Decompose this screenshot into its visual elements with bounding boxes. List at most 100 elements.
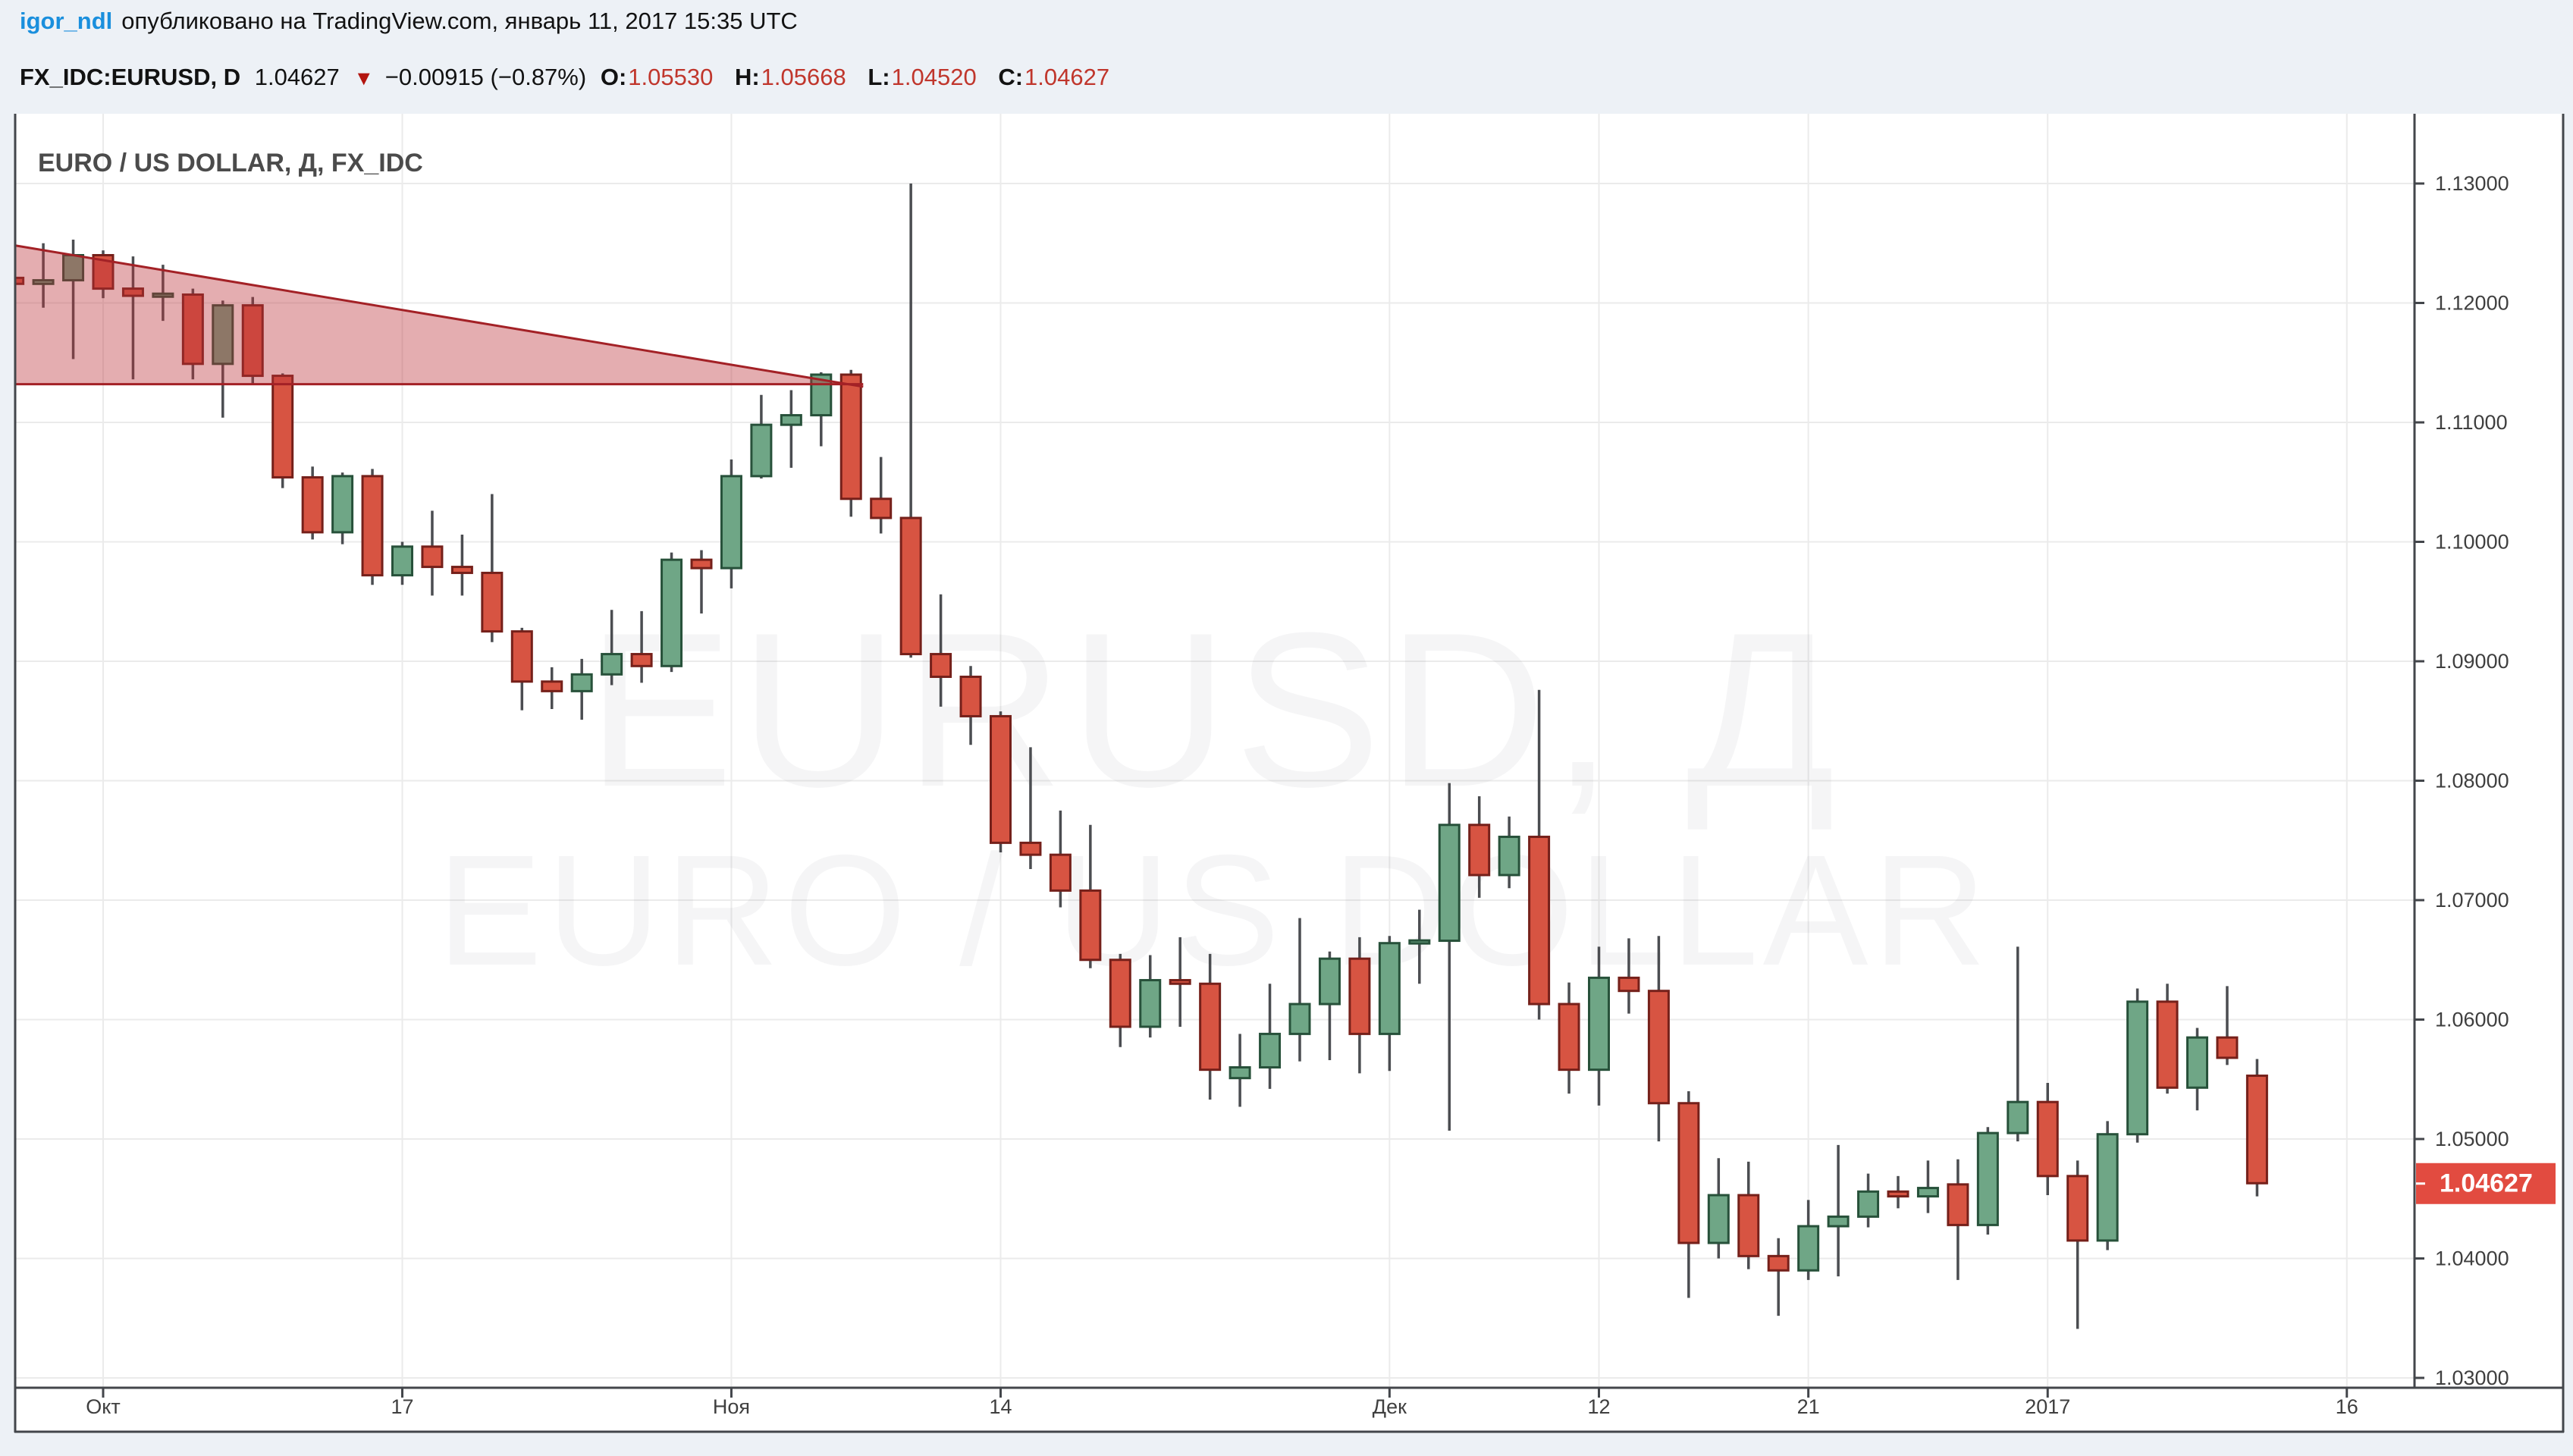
candle-2016-11-09[interactable] xyxy=(899,184,922,658)
candle-body xyxy=(661,558,683,667)
candle-2016-12-14[interactable] xyxy=(1647,936,1670,1142)
candle-2016-12-19[interactable] xyxy=(1737,1161,1760,1269)
chart-widget[interactable]: EURUSD, Д EURO / US DOLLAR 1.13000 1.12000 1… xyxy=(0,114,2573,1438)
candle-2017-01-10[interactable] xyxy=(2216,986,2239,1065)
candle-2016-12-12[interactable] xyxy=(1588,946,1610,1106)
candle-2016-11-14[interactable] xyxy=(990,711,1012,852)
candle-2016-11-15[interactable] xyxy=(1019,747,1042,870)
candle-2016-10-17[interactable] xyxy=(391,541,413,585)
candle-2016-11-30[interactable] xyxy=(1348,937,1371,1074)
candle-2016-11-03[interactable] xyxy=(780,390,802,468)
candle-2016-12-27[interactable] xyxy=(1916,1160,1939,1213)
candle-body xyxy=(1558,1003,1580,1072)
candle-body xyxy=(1259,1032,1282,1069)
candle-2016-11-29[interactable] xyxy=(1318,951,1341,1061)
down-arrow-icon: ▼ xyxy=(353,67,375,89)
candle-2016-11-23[interactable] xyxy=(1199,953,1222,1100)
candle-2016-12-20[interactable] xyxy=(1767,1238,1790,1316)
candle-2017-01-11[interactable] xyxy=(2245,1059,2268,1197)
candle-2016-10-28[interactable] xyxy=(661,552,683,673)
candle-2016-10-26[interactable] xyxy=(601,610,623,686)
candle-2016-12-22[interactable] xyxy=(1827,1144,1850,1277)
candle-2016-10-21[interactable] xyxy=(510,627,533,711)
candle-2016-12-26[interactable] xyxy=(1887,1175,1909,1209)
candle-body xyxy=(1139,979,1162,1028)
candle-2016-12-06[interactable] xyxy=(1468,795,1491,898)
candle-2016-10-24[interactable] xyxy=(541,667,563,709)
username-link[interactable]: igor_ndl xyxy=(20,8,113,34)
descending-triangle-drawing[interactable] xyxy=(15,244,864,388)
candle-2016-10-05[interactable] xyxy=(152,265,174,322)
candle-2016-11-24[interactable] xyxy=(1228,1034,1251,1107)
candle-body xyxy=(1827,1215,1850,1228)
candle-2016-10-07[interactable] xyxy=(212,300,234,418)
candle-2016-10-12[interactable] xyxy=(301,466,324,540)
triangle-upper-trendline[interactable] xyxy=(15,244,864,388)
candle-2016-10-18[interactable] xyxy=(421,510,444,596)
candle-2016-10-31[interactable] xyxy=(690,550,713,613)
candle-2016-11-18[interactable] xyxy=(1109,953,1131,1047)
candle-2016-12-07[interactable] xyxy=(1498,816,1520,889)
candle-2016-09-29[interactable] xyxy=(32,243,55,308)
candle-2016-12-13[interactable] xyxy=(1618,938,1640,1014)
time-axis[interactable]: Окт 17 Ноя 14 Дек 12 21 2017 16 xyxy=(86,1387,2358,1418)
candle-2016-12-16[interactable] xyxy=(1707,1158,1730,1259)
price-tick-label: 1.13000 xyxy=(2435,172,2509,195)
candle-2016-11-28[interactable] xyxy=(1288,918,1311,1062)
price-tick-label: 1.12000 xyxy=(2435,292,2509,315)
candle-2017-01-05[interactable] xyxy=(2126,988,2149,1143)
candle-2017-01-03[interactable] xyxy=(2066,1160,2089,1329)
candle-2016-11-21[interactable] xyxy=(1139,955,1162,1038)
published-text: опубликовано на TradingView.com, январь … xyxy=(121,8,798,34)
candle-2016-10-25[interactable] xyxy=(570,658,593,720)
candle-body xyxy=(1976,1131,1999,1226)
candle-2017-01-06[interactable] xyxy=(2156,984,2179,1094)
candle-2017-01-04[interactable] xyxy=(2096,1121,2119,1250)
candle-2016-11-11[interactable] xyxy=(959,666,982,745)
candle-2016-11-25[interactable] xyxy=(1259,984,1282,1089)
candle-2016-12-15[interactable] xyxy=(1677,1091,1700,1298)
candle-2016-12-09[interactable] xyxy=(1558,982,1580,1094)
candle-body xyxy=(1677,1102,1700,1244)
candle-2016-11-22[interactable] xyxy=(1169,937,1191,1027)
candle-2016-09-28[interactable] xyxy=(4,271,25,289)
candle-body xyxy=(2245,1075,2268,1185)
candle-2016-12-28[interactable] xyxy=(1947,1159,1969,1280)
candle-2016-12-30[interactable] xyxy=(2007,946,2029,1142)
candle-2016-10-04[interactable] xyxy=(121,256,144,380)
candle-2016-11-08[interactable] xyxy=(870,457,893,534)
symbol-name[interactable]: FX_IDC:EURUSD, D xyxy=(20,64,241,90)
candle-2016-11-16[interactable] xyxy=(1049,810,1072,908)
price-axis[interactable]: 1.13000 1.12000 1.11000 1.10000 1.09000 1.080… xyxy=(2414,172,2509,1389)
candle-body xyxy=(1079,889,1102,962)
candle-2016-10-20[interactable] xyxy=(481,494,504,642)
candle-2016-10-27[interactable] xyxy=(630,610,653,683)
candle-2016-10-11[interactable] xyxy=(271,373,294,488)
candle-body xyxy=(14,276,25,285)
last-price-badge-bg xyxy=(2416,1163,2556,1204)
candle-2017-01-02[interactable] xyxy=(2036,1082,2059,1196)
candle-2017-01-09[interactable] xyxy=(2186,1028,2208,1111)
candle-2016-12-08[interactable] xyxy=(1528,689,1551,1020)
candle-2016-12-21[interactable] xyxy=(1797,1200,1820,1280)
time-tick-label: Дек xyxy=(1373,1395,1407,1418)
candle-2016-11-02[interactable] xyxy=(750,394,773,479)
candle-2016-10-13[interactable] xyxy=(331,472,354,544)
candle-2016-12-02[interactable] xyxy=(1408,909,1431,984)
candle-2016-11-07[interactable] xyxy=(839,369,862,517)
candle-2016-11-17[interactable] xyxy=(1079,824,1102,968)
candle-2016-12-01[interactable] xyxy=(1378,936,1401,1072)
candle-2016-10-14[interactable] xyxy=(361,469,384,585)
candle-2016-11-10[interactable] xyxy=(930,594,952,707)
candle-2016-11-01[interactable] xyxy=(720,459,742,588)
candle-2016-10-19[interactable] xyxy=(450,535,473,596)
candle-2016-12-29[interactable] xyxy=(1976,1127,1999,1235)
candle-2016-12-05[interactable] xyxy=(1438,783,1461,1131)
candle-body xyxy=(690,558,713,570)
candle-2016-10-06[interactable] xyxy=(181,288,204,380)
candle-2016-10-10[interactable] xyxy=(241,297,264,384)
low-label: L: xyxy=(868,64,890,90)
candle-body xyxy=(2186,1036,2208,1089)
candle-2016-12-23[interactable] xyxy=(1857,1173,1880,1228)
